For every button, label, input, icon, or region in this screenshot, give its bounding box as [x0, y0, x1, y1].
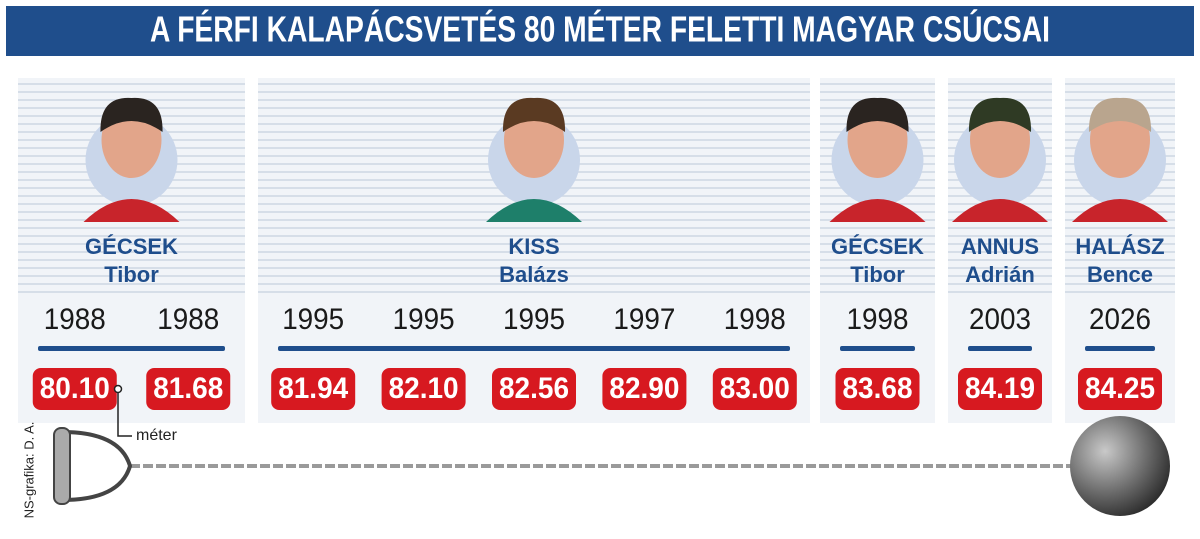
- hammer-ball: [1070, 416, 1170, 516]
- athlete-surname: GÉCSEK: [85, 234, 178, 259]
- result-badge: [32, 368, 117, 410]
- portrait-shoulders: [83, 199, 180, 222]
- record-year: 2003: [969, 303, 1031, 336]
- record-year: 1997: [613, 303, 675, 336]
- athlete-surname: HALÁSZ: [1075, 234, 1164, 259]
- portrait-shoulders: [1072, 199, 1168, 222]
- record-year: 1995: [282, 303, 344, 336]
- handle-wire: [61, 430, 133, 502]
- portrait-hair: [100, 97, 163, 132]
- credit: NS-grafika: D. A.: [21, 422, 36, 519]
- result-badge: [381, 368, 466, 410]
- record-year: 1998: [724, 303, 786, 336]
- unit-label: méter: [136, 427, 178, 444]
- result-badge: [146, 368, 231, 410]
- year-underline: [38, 346, 225, 351]
- year-underline: [840, 346, 915, 351]
- athlete-surname: ANNUS: [961, 234, 1039, 259]
- athlete-surname: KISS: [508, 234, 559, 259]
- unit-pointer-dot: [113, 384, 123, 394]
- record-year: 1995: [503, 303, 565, 336]
- year-underline: [968, 346, 1032, 351]
- record-result: 82.56: [499, 372, 569, 405]
- handle-grip: [53, 427, 71, 505]
- record-result: 81.94: [278, 372, 348, 405]
- athlete-given-name: Balázs: [499, 262, 569, 287]
- record-result: 84.25: [1085, 372, 1155, 405]
- athlete-given-name: Adrián: [965, 262, 1035, 287]
- result-badge: [1078, 368, 1162, 410]
- result-badge: [958, 368, 1042, 410]
- unit-pointer-line: [117, 392, 132, 437]
- result-badge: [835, 368, 920, 410]
- record-year: 1995: [393, 303, 455, 336]
- year-underline: [1085, 346, 1155, 351]
- title: A FÉRFI KALAPÁCSVETÉS 80 MÉTER FELETTI M…: [150, 8, 1050, 50]
- result-badge: [602, 368, 687, 410]
- title-bar: [6, 6, 1194, 56]
- result-badge: [712, 368, 797, 410]
- record-result: 80.10: [40, 372, 110, 405]
- record-result: 83.00: [720, 372, 790, 405]
- portrait-shoulders: [486, 199, 582, 222]
- record-result: 84.19: [965, 372, 1035, 405]
- athlete-given-name: Bence: [1087, 262, 1153, 287]
- result-badge: [271, 368, 356, 410]
- portrait-hair: [502, 97, 566, 132]
- record-year: 1998: [847, 303, 909, 336]
- result-badge: [492, 368, 576, 410]
- year-underline: [278, 346, 790, 351]
- record-result: 83.68: [843, 372, 913, 405]
- portrait-shoulders: [829, 199, 926, 222]
- athlete-given-name: Tibor: [850, 262, 905, 287]
- portrait-hair: [1088, 97, 1152, 132]
- record-year: 1988: [157, 303, 219, 336]
- record-result: 81.68: [153, 372, 223, 405]
- record-year: 1988: [44, 303, 106, 336]
- portrait-hair: [968, 97, 1032, 132]
- record-result: 82.90: [609, 372, 679, 405]
- portrait-hair: [846, 97, 909, 132]
- record-year: 2026: [1089, 303, 1151, 336]
- record-result: 82.10: [389, 372, 459, 405]
- hammer-illustration: [53, 416, 1170, 516]
- athlete-surname: GÉCSEK: [831, 234, 924, 259]
- portrait-shoulders: [952, 199, 1048, 222]
- athlete-given-name: Tibor: [104, 262, 159, 287]
